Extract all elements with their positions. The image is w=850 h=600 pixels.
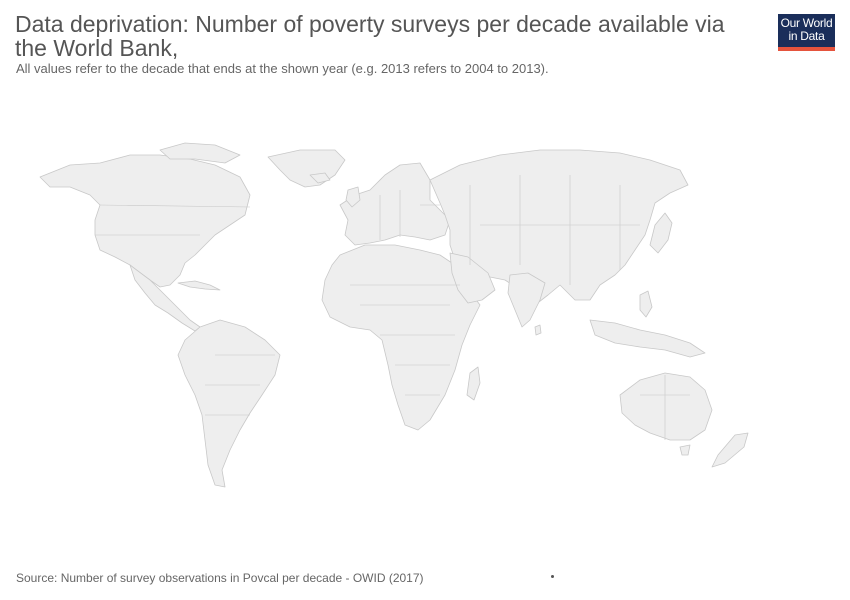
owid-logo[interactable]: Our World in Data (778, 14, 835, 51)
map-region-madagascar[interactable] (466, 366, 481, 401)
map-region-arctic-islands[interactable] (159, 142, 241, 164)
map-region-iceland[interactable] (309, 172, 331, 184)
logo-line-1: Our World (780, 16, 833, 30)
map-region-greenland[interactable] (267, 149, 346, 188)
map-region-india[interactable] (507, 272, 546, 328)
map-region-new-zealand[interactable] (711, 432, 749, 468)
map-region-philippines[interactable] (639, 290, 653, 318)
map-region-caribbean[interactable] (177, 280, 221, 291)
world-map[interactable] (0, 95, 850, 545)
map-region-south-america[interactable] (177, 319, 281, 488)
map-region-europe[interactable] (339, 162, 451, 246)
logo-line-2: in Data (788, 29, 825, 43)
map-region-sri-lanka[interactable] (534, 324, 542, 336)
map-region-southeast-asia-islands[interactable] (589, 319, 706, 358)
map-region-tasmania[interactable] (679, 444, 691, 456)
chart-subtitle: All values refer to the decade that ends… (16, 61, 549, 76)
map-region-british-isles[interactable] (345, 186, 361, 208)
world-map-svg (39, 142, 749, 488)
map-region-arabia[interactable] (449, 252, 496, 304)
map-region-north-america[interactable] (39, 154, 251, 288)
map-borders (95, 175, 690, 440)
source-text: Source: Number of survey observations in… (16, 571, 424, 585)
map-region-australia[interactable] (619, 372, 713, 441)
chart-title: Data deprivation: Number of poverty surv… (15, 11, 725, 61)
map-region-japan[interactable] (649, 212, 673, 254)
timeline-marker[interactable] (551, 575, 554, 578)
map-region-africa[interactable] (321, 244, 481, 431)
